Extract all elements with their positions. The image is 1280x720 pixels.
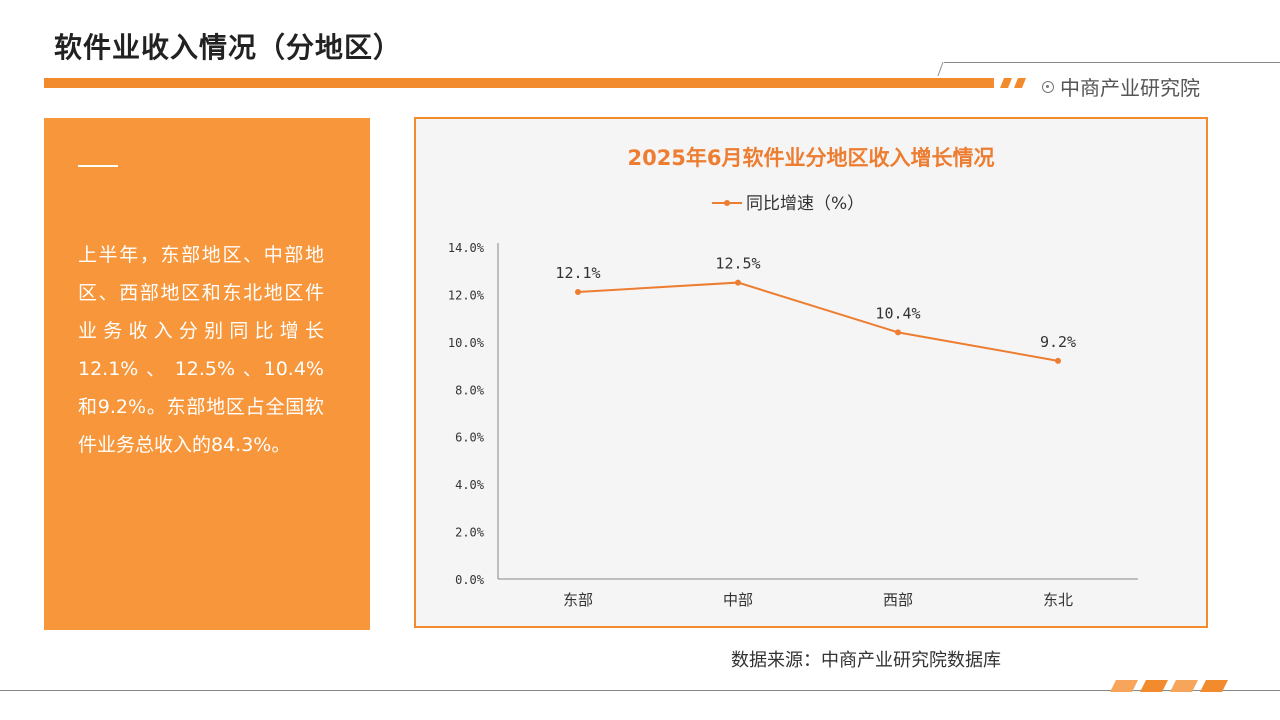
series-line xyxy=(577,281,1059,362)
summary-text: 上半年，东部地区、中部地区、西部地区和东北地区件业务收入分别同比增长 12.1%… xyxy=(78,244,324,456)
chart-title: 2025年6月软件业分地区收入增长情况 xyxy=(627,146,994,170)
data-label: 12.5% xyxy=(715,255,760,273)
summary-panel: 上半年，东部地区、中部地区、西部地区和东北地区件业务收入分别同比增长 12.1%… xyxy=(44,118,370,630)
data-point xyxy=(1055,357,1061,364)
y-tick-label: 10.0% xyxy=(448,336,485,350)
footer-stripes xyxy=(1110,680,1228,692)
data-label: 9.2% xyxy=(1040,333,1076,351)
header-divider-slant xyxy=(937,62,944,76)
y-tick-label: 6.0% xyxy=(455,431,485,445)
data-point xyxy=(735,279,741,286)
data-label: 12.1% xyxy=(555,264,600,282)
y-tick-label: 4.0% xyxy=(455,478,485,492)
y-tick-label: 12.0% xyxy=(448,288,485,302)
data-point xyxy=(895,329,901,336)
brand-logo: 中商产业研究院 xyxy=(1042,72,1200,101)
header-divider-line xyxy=(944,62,1280,63)
chart-container: 2025年6月软件业分地区收入增长情况同比增速（%） 0.0% 2.0% 4.0% 6.… xyxy=(414,117,1208,628)
x-tick-label: 东北 xyxy=(1043,591,1073,609)
data-label: 10.4% xyxy=(875,304,920,322)
legend-label: 同比增速（%） xyxy=(746,194,864,214)
summary-rule xyxy=(78,165,118,167)
data-source: 数据来源：中商产业研究院数据库 xyxy=(731,650,1001,671)
y-tick-label: 0.0% xyxy=(455,573,485,587)
x-tick-label: 东部 xyxy=(563,591,593,609)
legend-marker xyxy=(724,200,730,206)
header-stripes xyxy=(1000,78,1026,88)
brand-icon xyxy=(1042,80,1054,93)
brand-name: 中商产业研究院 xyxy=(1060,76,1200,100)
y-tick-label: 2.0% xyxy=(455,526,485,540)
x-tick-label: 中部 xyxy=(723,591,753,609)
header-accent-bar xyxy=(44,78,994,88)
page-title: 软件业收入情况（分地区） xyxy=(54,31,403,64)
x-tick-label: 西部 xyxy=(883,591,913,609)
y-tick-label: 14.0% xyxy=(448,241,485,255)
data-point xyxy=(575,289,581,296)
footer-line xyxy=(0,690,1280,691)
y-tick-label: 8.0% xyxy=(455,383,485,397)
